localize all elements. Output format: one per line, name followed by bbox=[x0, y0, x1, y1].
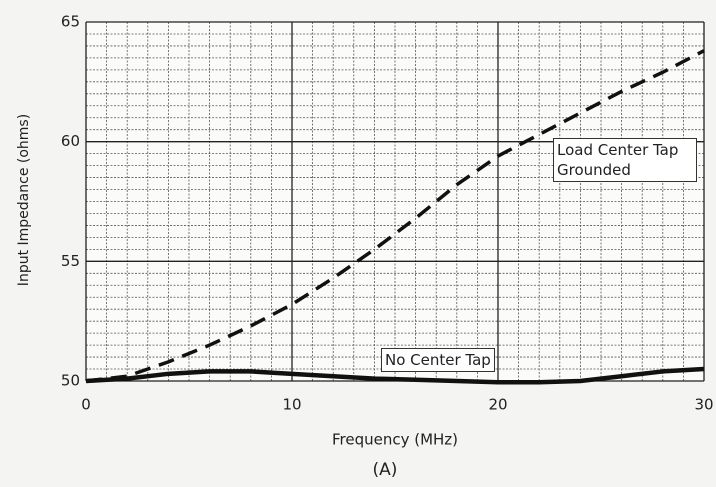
y-tick-label: 60 bbox=[61, 132, 80, 150]
y-tick-label: 65 bbox=[61, 13, 80, 31]
y-axis-label: Input Impedance (ohms) bbox=[16, 114, 32, 286]
x-tick-label: 20 bbox=[488, 396, 507, 414]
y-tick-label: 50 bbox=[61, 372, 80, 390]
annotation: No Center Tap bbox=[381, 348, 495, 372]
series-line bbox=[85, 49, 705, 383]
x-tick-label: 10 bbox=[282, 396, 301, 414]
x-tick-label: 30 bbox=[694, 396, 713, 414]
series-line bbox=[85, 366, 705, 385]
y-tick-label: 55 bbox=[61, 252, 80, 270]
caption: (A) bbox=[373, 460, 398, 480]
x-tick-label: 0 bbox=[81, 396, 91, 414]
annotation: Load Center Tap Grounded bbox=[553, 138, 697, 182]
x-axis-label: Frequency (MHz) bbox=[332, 431, 458, 449]
